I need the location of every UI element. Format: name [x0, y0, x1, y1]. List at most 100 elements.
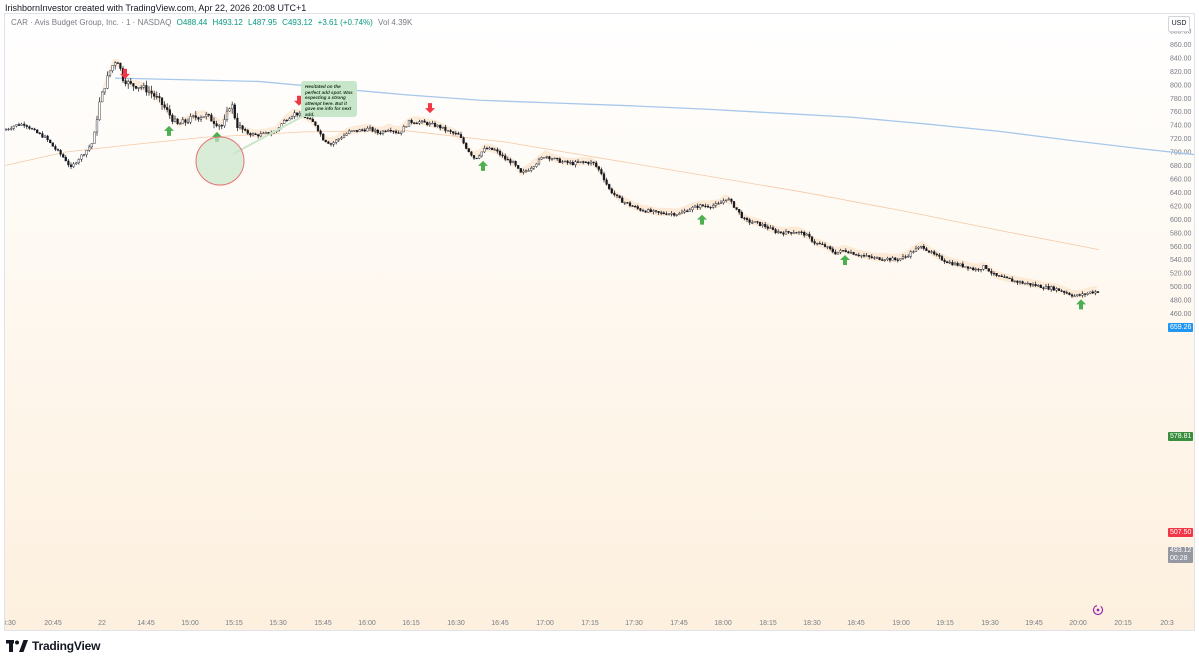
callout-circle: [195, 136, 245, 186]
candle: [82, 153, 86, 157]
candle: [813, 239, 816, 246]
candle: [241, 125, 244, 134]
price-tick-label: 860.00: [1170, 42, 1192, 49]
candle: [441, 126, 444, 129]
tradingview-logo-icon: [6, 640, 28, 652]
price-tick-label: 840.00: [1170, 55, 1192, 62]
candle: [782, 231, 785, 237]
candle: [293, 110, 296, 119]
candle: [563, 160, 567, 163]
time-tick-label: 17:45: [670, 620, 688, 627]
candle: [543, 157, 546, 159]
candle: [116, 61, 119, 64]
candle: [527, 168, 530, 172]
time-tick-label: 20:45: [44, 620, 62, 627]
candle: [987, 268, 990, 272]
candle: [1029, 283, 1032, 288]
price-tick-label: 640.00: [1170, 190, 1192, 197]
candle: [1083, 293, 1087, 298]
candle: [769, 225, 772, 229]
candle: [337, 138, 340, 143]
candle: [868, 254, 871, 260]
candle: [917, 246, 920, 250]
candle: [238, 121, 242, 130]
candle: [608, 183, 611, 191]
candle: [353, 130, 356, 132]
candle: [449, 128, 452, 134]
candle: [262, 131, 265, 134]
price-tick-label: 560.00: [1170, 244, 1192, 251]
buy-signal-icon: [478, 160, 488, 171]
candle: [480, 151, 483, 158]
candle: [1057, 288, 1061, 291]
candle: [652, 209, 655, 215]
replay-icon[interactable]: [1092, 604, 1104, 616]
buy-signal-icon: [1076, 299, 1086, 310]
candle: [410, 118, 413, 125]
candle: [524, 169, 528, 173]
candle: [784, 229, 788, 235]
candle: [407, 119, 411, 127]
candle: [111, 65, 114, 73]
candle: [808, 231, 811, 239]
candle: [628, 201, 632, 208]
candle: [922, 244, 925, 251]
time-tick-label: 20:3: [1160, 620, 1174, 627]
candle: [548, 155, 551, 162]
price-tick-label: 680.00: [1170, 163, 1192, 170]
candle: [140, 85, 143, 91]
candle: [418, 119, 421, 126]
candle: [431, 120, 434, 125]
tradingview-logo[interactable]: TradingView: [6, 639, 100, 653]
candle: [504, 153, 507, 162]
candle: [306, 116, 309, 120]
candle: [56, 148, 60, 152]
candle: [696, 203, 699, 211]
candle: [59, 149, 62, 157]
price-tag-red: 507.50: [1168, 528, 1194, 537]
candle: [30, 127, 34, 130]
candle: [517, 165, 520, 170]
candle: [834, 249, 837, 255]
candle: [753, 221, 756, 223]
candle: [777, 229, 780, 234]
candle: [982, 264, 985, 271]
candle: [210, 112, 213, 122]
candle: [571, 160, 574, 166]
candle: [522, 168, 525, 175]
candle: [610, 187, 613, 195]
candle: [212, 117, 216, 129]
currency-button[interactable]: USD: [1168, 16, 1190, 32]
time-axis: 3:30 20:45 22 14:45 15:00 15:15 15:30 15:45 16:0…: [5, 620, 1174, 627]
candle: [228, 107, 231, 112]
candle: [368, 125, 372, 131]
candle: [972, 266, 975, 271]
candle: [236, 113, 239, 132]
candle: [883, 259, 886, 262]
candle: [550, 157, 554, 161]
candle: [166, 103, 169, 113]
candle: [199, 115, 203, 122]
candle: [927, 250, 931, 253]
candle: [392, 130, 395, 135]
candle: [493, 147, 496, 151]
chart-canvas[interactable]: 880.00 860.00 840.00 820.00 800.00 780.00 760.…: [5, 14, 1195, 631]
candle: [506, 156, 509, 161]
candle: [361, 128, 364, 132]
legend-change: +3.61 (+0.74%): [317, 18, 373, 27]
candle: [852, 251, 855, 255]
legend-low: L487.95: [248, 18, 277, 27]
annotation-note[interactable]: Hesitated on the perfect add spot. Was e…: [301, 81, 357, 117]
chart-frame[interactable]: 880.00 860.00 840.00 820.00 800.00 780.00 760.…: [4, 13, 1195, 631]
candle: [855, 253, 858, 256]
price-tick-label: 620.00: [1170, 203, 1192, 210]
candle: [251, 132, 255, 137]
candle: [634, 204, 637, 208]
candle: [951, 260, 954, 266]
candle: [218, 124, 221, 130]
candle: [613, 190, 616, 197]
candle: [311, 117, 314, 122]
time-tick-label: 18:15: [759, 620, 777, 627]
price-tick-label: 600.00: [1170, 217, 1192, 224]
candle: [998, 275, 1001, 277]
